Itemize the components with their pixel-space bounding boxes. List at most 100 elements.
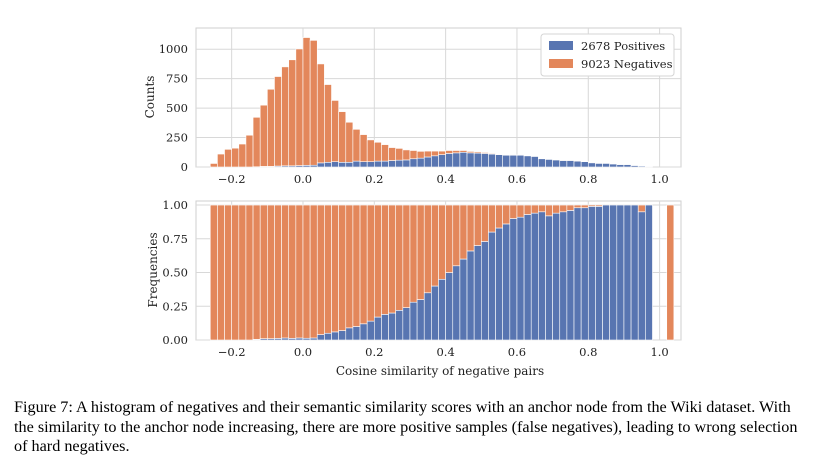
bar-positives	[481, 241, 488, 340]
bar-negatives	[346, 205, 353, 328]
bar-negatives	[282, 205, 289, 338]
y-tick-labels: 0.000.250.500.751.00	[162, 198, 188, 347]
bar-positives	[474, 153, 481, 167]
bar-positives	[396, 310, 403, 340]
x-tick-label: 0.2	[365, 172, 383, 186]
bar-negatives	[453, 151, 460, 153]
bar-positives	[524, 214, 531, 340]
bar-positives	[339, 331, 346, 340]
y-tick-label: 1.00	[162, 198, 188, 212]
bar-negatives	[431, 205, 438, 286]
bar-negatives	[545, 205, 552, 216]
bar-positives	[310, 338, 317, 340]
x-tick-label: 0.8	[579, 172, 597, 186]
bar-negatives	[439, 151, 446, 155]
bar-positives	[545, 159, 552, 167]
bar-positives	[538, 212, 545, 340]
bar-positives	[531, 213, 538, 340]
bar-positives	[588, 163, 595, 167]
x-tick-label: 1.0	[650, 172, 668, 186]
bar-positives	[610, 205, 617, 340]
x-axis-label: Cosine similarity of negative pairs	[336, 364, 544, 378]
bar-negatives	[446, 205, 453, 272]
bar-negatives	[381, 205, 388, 314]
bar-negatives	[474, 205, 481, 245]
bar-positives	[567, 161, 574, 167]
bar-positives	[538, 159, 545, 167]
bar-negatives	[353, 129, 360, 161]
bar-negatives	[274, 77, 281, 167]
bar-negatives	[510, 205, 517, 218]
bar-positives	[453, 153, 460, 167]
histogram-counts-panel: −0.2 0.0 0.2 0.4 0.6 0.8 1.0 0 250 500 750 1000 Co…	[143, 28, 681, 186]
bar-negatives	[353, 205, 360, 326]
bar-positives	[353, 161, 360, 167]
bar-positives	[603, 205, 610, 340]
bar-negatives	[296, 205, 303, 338]
bar-positives	[467, 153, 474, 167]
bar-negatives	[210, 205, 217, 340]
bar-positives	[403, 308, 410, 340]
bar-positives	[346, 162, 353, 167]
bar-negatives	[317, 205, 324, 335]
bar-negatives	[317, 64, 324, 163]
bar-positives	[553, 160, 560, 167]
bar-positives	[374, 317, 381, 340]
bar-positives	[431, 286, 438, 340]
y-tick-label: 750	[166, 72, 188, 86]
bar-negatives	[246, 135, 253, 167]
bar-positives	[389, 313, 396, 340]
bar-positives	[481, 153, 488, 167]
bar-negatives	[339, 205, 346, 331]
bar-negatives	[332, 205, 339, 332]
bar-positives	[460, 259, 467, 340]
bar-positives	[638, 212, 645, 340]
bar-negatives	[389, 205, 396, 313]
bar-negatives	[232, 148, 239, 167]
bar-negatives	[260, 105, 267, 166]
bar-negatives	[460, 205, 467, 259]
bar-positives	[339, 162, 346, 167]
bar-positives	[417, 158, 424, 167]
bar-negatives	[296, 49, 303, 166]
bar-positives	[574, 161, 581, 167]
bar-positives	[560, 161, 567, 167]
bar-positives	[510, 219, 517, 340]
bar-positives	[332, 332, 339, 340]
y-tick-label: 0.75	[162, 232, 188, 246]
bar-positives	[488, 232, 495, 340]
bar-negatives	[474, 152, 481, 153]
bar-positives	[446, 153, 453, 167]
bar-negatives	[581, 205, 588, 208]
bar-negatives	[439, 205, 446, 279]
bar-negatives	[253, 205, 260, 339]
bar-negatives	[332, 100, 339, 161]
bar-negatives	[481, 205, 488, 241]
figure-caption: Figure 7: A histogram of negatives and t…	[14, 398, 814, 457]
bar-negatives	[417, 205, 424, 299]
x-tick-label: −0.2	[218, 345, 246, 359]
bar-negatives	[517, 205, 524, 217]
bar-positives	[553, 213, 560, 340]
bar-negatives	[574, 205, 581, 208]
bar-positives	[410, 159, 417, 167]
bar-negatives	[389, 148, 396, 161]
legend-label-negatives: 9023 Negatives	[581, 57, 673, 71]
x-tick-label: 0.4	[436, 172, 454, 186]
bar-negatives	[324, 205, 331, 333]
bar-negatives	[253, 117, 260, 166]
bar-negatives	[246, 205, 253, 340]
bar-positives	[317, 335, 324, 340]
y-axis-label: Frequencies	[146, 232, 160, 307]
bar-negatives	[310, 205, 317, 338]
bar-positives	[496, 228, 503, 340]
x-tick-label: 0.6	[508, 345, 526, 359]
bar-negatives	[460, 151, 467, 153]
bar-negatives	[524, 205, 531, 214]
bar-positives	[353, 327, 360, 340]
bar-positives	[389, 161, 396, 167]
bar-positives	[403, 160, 410, 167]
x-tick-label: 0.0	[294, 172, 312, 186]
bar-positives	[374, 161, 381, 167]
bar-negatives	[560, 205, 567, 212]
